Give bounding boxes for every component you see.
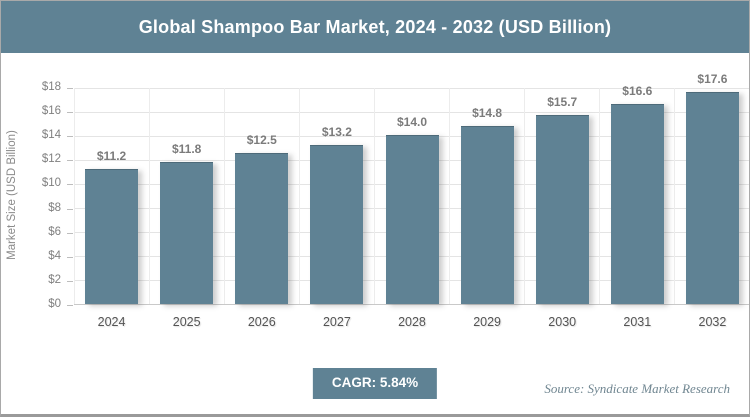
y-tick-mark xyxy=(67,112,73,114)
y-tick-mark xyxy=(67,256,73,258)
y-tick-mark xyxy=(67,88,73,89)
gridline-vertical xyxy=(599,88,601,304)
bar-2030 xyxy=(535,114,589,304)
x-tick-label: 2029 xyxy=(473,315,501,329)
y-tick-label: $18 xyxy=(41,81,61,93)
y-tick-label: $6 xyxy=(48,225,61,238)
y-tick-label: $16 xyxy=(41,105,61,118)
gridline-vertical xyxy=(148,88,150,304)
x-tick-label: 2026 xyxy=(247,315,276,329)
bar-value-label: $14.8 xyxy=(472,105,503,120)
bar-value-label: $17.6 xyxy=(697,71,728,86)
x-tick-label: 2031 xyxy=(623,315,652,329)
y-tick-label: $4 xyxy=(48,249,61,262)
bar-2031 xyxy=(610,103,664,304)
y-tick-mark xyxy=(67,232,73,234)
gridline-vertical xyxy=(524,88,526,304)
chart-title-bar: Global Shampoo Bar Market, 2024 - 2032 (… xyxy=(1,1,749,53)
y-tick-mark xyxy=(67,160,73,162)
gridline-vertical xyxy=(298,88,300,304)
x-tick-label: 2032 xyxy=(698,315,727,329)
gridline-vertical xyxy=(223,88,225,304)
y-tick-label: $12 xyxy=(41,153,61,166)
cagr-label: CAGR: 5.84% xyxy=(331,375,419,390)
cagr-badge: CAGR: 5.84% xyxy=(312,368,438,399)
plot-area: $11.2 $11.8 $12.5 $13.2 $14.0 $14.8 $15.7 $16.6… xyxy=(73,72,749,305)
bar-value-label: $11.2 xyxy=(96,148,127,163)
y-tick-label: $14 xyxy=(41,129,61,142)
x-tick-label: 2025 xyxy=(172,315,201,329)
bar-2024 xyxy=(85,168,139,304)
gridline-vertical xyxy=(674,88,676,304)
y-tick-mark xyxy=(67,184,73,186)
gridline-horizontal xyxy=(74,111,749,113)
y-tick-label: $10 xyxy=(41,177,61,190)
bar-2026 xyxy=(235,153,289,304)
bar-2029 xyxy=(460,125,514,304)
gridline-horizontal xyxy=(74,87,749,89)
bar-value-label: $14.0 xyxy=(396,115,427,130)
y-tick-mark xyxy=(67,305,73,306)
bar-value-label: $15.7 xyxy=(547,94,578,109)
gridline-vertical xyxy=(373,88,375,304)
gridline-vertical xyxy=(449,88,451,304)
y-tick-label: $2 xyxy=(48,273,61,286)
source-credit: Source: Syndicate Market Research xyxy=(544,381,730,396)
bar-2028 xyxy=(385,135,439,304)
bar-value-label: $16.6 xyxy=(622,83,653,98)
bar-value-label: $13.2 xyxy=(321,124,352,139)
chart-title: Global Shampoo Bar Market, 2024 - 2032 (… xyxy=(138,16,612,37)
bar-2027 xyxy=(310,144,364,304)
bar-2032 xyxy=(685,91,739,304)
x-tick-label: 2028 xyxy=(398,315,426,329)
x-tick-label: 2027 xyxy=(322,315,351,329)
x-tick-label: 2030 xyxy=(548,315,577,329)
y-tick-mark xyxy=(67,136,73,138)
y-tick-mark xyxy=(67,280,73,282)
bar-value-label: $12.5 xyxy=(246,133,277,148)
bar-2025 xyxy=(160,161,214,304)
bar-value-label: $11.8 xyxy=(171,141,202,156)
y-tick-label: $0 xyxy=(48,298,61,310)
y-tick-mark xyxy=(67,208,73,210)
y-tick-label: $8 xyxy=(48,201,61,214)
gridline-vertical xyxy=(73,88,75,304)
x-tick-label: 2024 xyxy=(97,315,126,329)
y-axis-title: Market Size (USD Billion) xyxy=(6,130,18,260)
